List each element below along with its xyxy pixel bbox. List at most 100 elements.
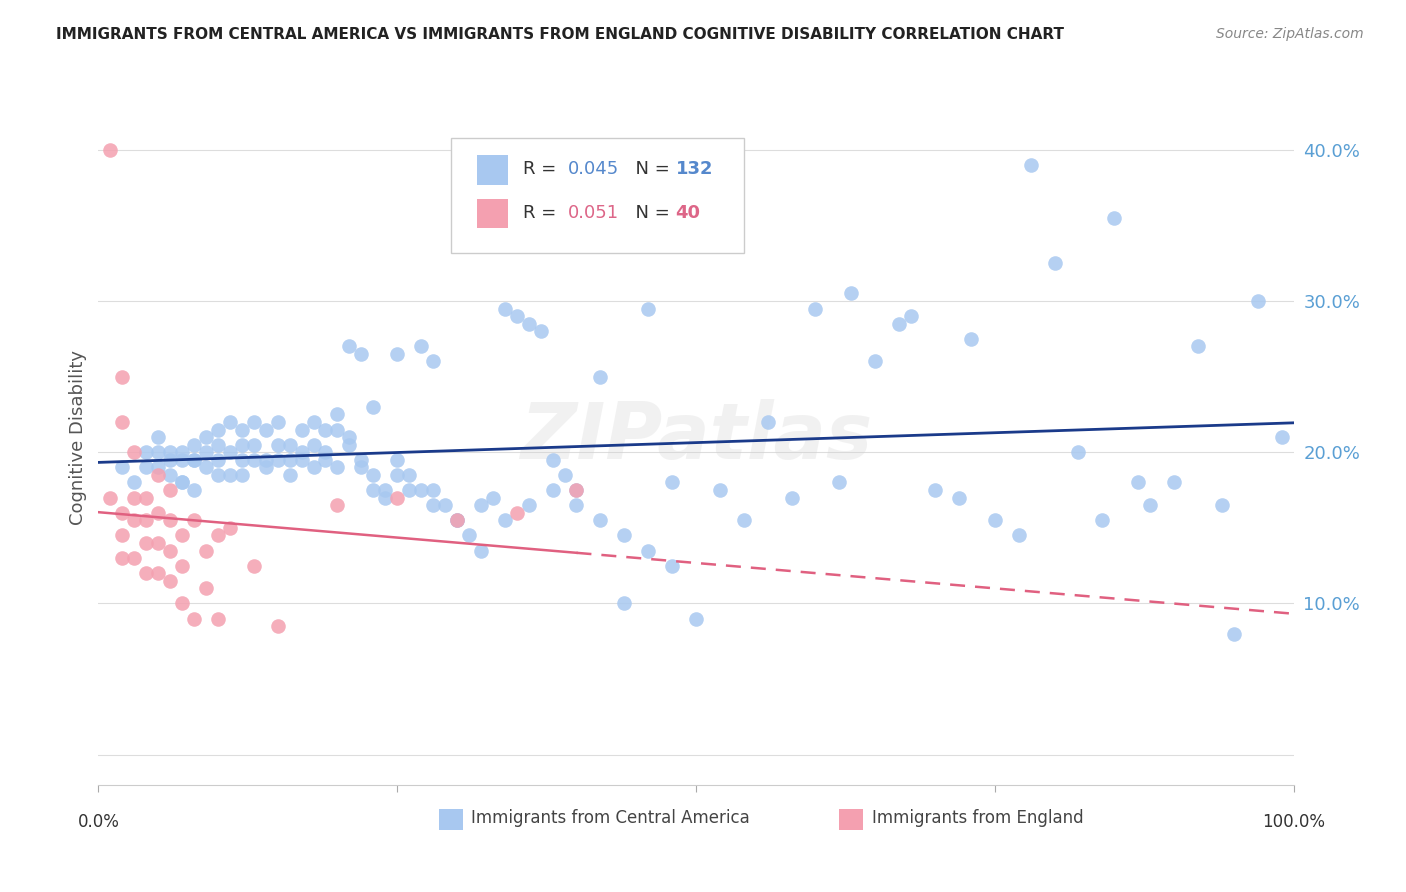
Point — [254, 460, 277, 475]
Text: R =: R = — [523, 204, 561, 222]
Point — [159, 467, 181, 482]
Point — [172, 452, 194, 467]
Point — [446, 513, 468, 527]
Point — [267, 437, 290, 451]
Point — [231, 467, 253, 482]
Point — [385, 491, 409, 505]
Point — [148, 460, 170, 475]
Point — [517, 317, 540, 331]
Text: Source: ZipAtlas.com: Source: ZipAtlas.com — [1216, 27, 1364, 41]
Point — [1271, 430, 1294, 444]
Text: 0.051: 0.051 — [568, 204, 619, 222]
Point — [302, 415, 325, 429]
Point — [148, 506, 170, 520]
Point — [1128, 475, 1150, 490]
Point — [148, 430, 170, 444]
Text: ZIPatlas: ZIPatlas — [520, 399, 872, 475]
Point — [374, 483, 396, 497]
Point — [135, 460, 157, 475]
Text: Immigrants from Central America: Immigrants from Central America — [471, 809, 749, 828]
Point — [124, 491, 146, 505]
Point — [398, 483, 420, 497]
Point — [494, 513, 516, 527]
Point — [458, 528, 481, 542]
Point — [315, 423, 337, 437]
Point — [756, 415, 779, 429]
Point — [135, 513, 157, 527]
Point — [1211, 498, 1233, 512]
Point — [960, 332, 983, 346]
Point — [195, 430, 218, 444]
Point — [948, 491, 970, 505]
Point — [148, 536, 170, 550]
Point — [183, 513, 205, 527]
Point — [267, 452, 290, 467]
Point — [1104, 211, 1126, 225]
Point — [889, 317, 911, 331]
Point — [1091, 513, 1114, 527]
Point — [565, 483, 588, 497]
FancyBboxPatch shape — [439, 809, 463, 830]
Point — [470, 543, 492, 558]
Point — [219, 467, 242, 482]
Point — [589, 369, 612, 384]
Point — [494, 301, 516, 316]
Point — [231, 452, 253, 467]
Point — [315, 452, 337, 467]
Point — [159, 483, 181, 497]
Point — [709, 483, 731, 497]
Point — [254, 452, 277, 467]
Point — [422, 498, 444, 512]
Point — [135, 536, 157, 550]
Point — [135, 491, 157, 505]
Point — [828, 475, 851, 490]
Point — [219, 415, 242, 429]
Text: 132: 132 — [676, 161, 713, 178]
Text: 100.0%: 100.0% — [1263, 813, 1324, 830]
Text: N =: N = — [624, 204, 676, 222]
Point — [565, 498, 588, 512]
Point — [231, 437, 253, 451]
Point — [924, 483, 946, 497]
Point — [111, 369, 134, 384]
Point — [1247, 293, 1270, 308]
Text: Immigrants from England: Immigrants from England — [872, 809, 1083, 828]
Point — [219, 521, 242, 535]
Point — [98, 491, 122, 505]
Text: 0.045: 0.045 — [568, 161, 620, 178]
Point — [124, 551, 146, 566]
Point — [470, 498, 492, 512]
Point — [254, 423, 277, 437]
Text: IMMIGRANTS FROM CENTRAL AMERICA VS IMMIGRANTS FROM ENGLAND COGNITIVE DISABILITY : IMMIGRANTS FROM CENTRAL AMERICA VS IMMIG… — [56, 27, 1064, 42]
Point — [172, 445, 194, 459]
Point — [374, 491, 396, 505]
Point — [291, 452, 314, 467]
Point — [613, 597, 636, 611]
FancyBboxPatch shape — [451, 138, 744, 252]
Point — [339, 437, 361, 451]
Point — [685, 611, 707, 625]
Point — [411, 483, 433, 497]
Text: R =: R = — [523, 161, 561, 178]
Point — [302, 460, 325, 475]
Point — [278, 467, 301, 482]
Point — [565, 483, 588, 497]
Point — [326, 460, 349, 475]
Point — [183, 452, 205, 467]
Point — [517, 498, 540, 512]
Point — [339, 339, 361, 353]
Point — [159, 452, 181, 467]
FancyBboxPatch shape — [477, 199, 509, 228]
Point — [541, 483, 564, 497]
Y-axis label: Cognitive Disability: Cognitive Disability — [69, 350, 87, 524]
Point — [135, 566, 157, 581]
Point — [780, 491, 803, 505]
Point — [148, 566, 170, 581]
FancyBboxPatch shape — [839, 809, 863, 830]
Point — [111, 506, 134, 520]
Point — [172, 528, 194, 542]
Point — [1067, 445, 1090, 459]
Point — [446, 513, 468, 527]
Point — [172, 475, 194, 490]
Point — [398, 467, 420, 482]
